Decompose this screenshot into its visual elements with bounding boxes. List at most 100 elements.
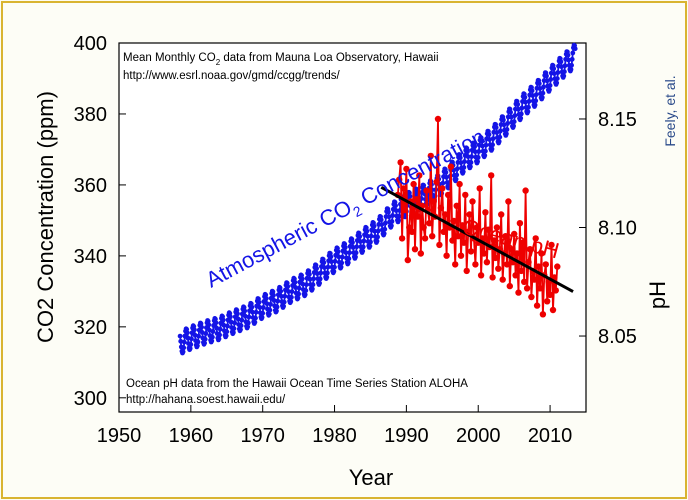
- co2-data-point: [252, 319, 258, 325]
- co2-data-point: [444, 174, 449, 180]
- co2-data-point: [562, 69, 567, 75]
- co2-data-point: [350, 245, 356, 250]
- co2-data-point: [561, 73, 567, 79]
- co2-data-point: [555, 70, 561, 75]
- co2-data-point: [472, 144, 477, 150]
- co2-data-point: [192, 327, 197, 333]
- x-axis-title: Year: [349, 465, 393, 490]
- co2-data-point: [314, 271, 320, 276]
- co2-data-point: [357, 239, 363, 244]
- co2-data-point: [329, 259, 334, 265]
- co2-data-point: [339, 254, 345, 260]
- co2-data-point: [259, 315, 265, 320]
- ph-data-point: [404, 256, 411, 264]
- x-tick-label: 1960: [169, 425, 214, 447]
- co2-data-point: [465, 149, 470, 155]
- ph-data-point: [521, 278, 528, 285]
- co2-data-point: [278, 288, 284, 294]
- co2-data-point: [213, 316, 218, 322]
- co2-data-point: [512, 113, 518, 118]
- co2-data-point: [292, 279, 298, 285]
- co2-data-point: [210, 329, 216, 334]
- ph-data-point: [513, 250, 521, 257]
- x-tick-label: 1990: [384, 425, 429, 447]
- co2-data-point: [353, 254, 358, 260]
- co2-data-point: [181, 345, 187, 351]
- co2-data-point: [533, 98, 539, 104]
- co2-data-point: [188, 342, 194, 347]
- co2-data-point: [213, 320, 219, 326]
- co2-data-point: [310, 282, 316, 288]
- co2-data-point: [562, 63, 568, 69]
- co2-data-point: [245, 324, 251, 330]
- series-layer: [177, 42, 578, 356]
- co2-data-point: [184, 330, 190, 336]
- ph-data-point: [457, 252, 465, 259]
- ph-data-point: [488, 172, 495, 179]
- co2-data-point: [239, 317, 245, 323]
- co2-data-point: [307, 271, 312, 277]
- co2-data-point: [223, 333, 229, 339]
- co2-data-point: [458, 160, 464, 166]
- co2-data-point: [568, 67, 574, 72]
- co2-data-point: [465, 154, 471, 160]
- co2-data-point: [296, 285, 302, 291]
- co2-data-point: [498, 128, 503, 134]
- co2-data-point: [454, 166, 460, 172]
- co2-data-point: [235, 316, 241, 322]
- co2-data-point: [489, 146, 495, 152]
- co2-data-point: [383, 220, 388, 226]
- co2-data-point: [461, 165, 467, 170]
- co2-data-point: [238, 323, 244, 329]
- co2-data-point: [537, 86, 543, 91]
- co2-data-point: [569, 62, 574, 68]
- ph-data-point: [400, 185, 407, 192]
- co2-data-point: [199, 330, 205, 335]
- co2-data-point: [242, 313, 248, 319]
- co2-data-point: [454, 172, 460, 178]
- ph-data-point: [459, 222, 466, 229]
- ph-data-point: [453, 202, 460, 209]
- co2-data-point: [199, 324, 205, 330]
- co2-data-point: [310, 286, 315, 292]
- co2-data-point: [372, 228, 378, 234]
- co2-data-point: [570, 50, 576, 56]
- ph-data-point: [549, 306, 557, 314]
- x-tick-label: 2010: [528, 425, 573, 447]
- co2-data-point: [468, 160, 474, 165]
- co2-data-point: [393, 203, 398, 209]
- ph-data-point: [502, 233, 509, 240]
- co2-data-point: [547, 87, 552, 93]
- co2-data-point: [232, 320, 238, 326]
- co2-data-point: [245, 320, 251, 326]
- co2-data-point: [490, 136, 496, 142]
- ph-data-point: [452, 261, 459, 268]
- co2-data-point: [343, 250, 349, 256]
- co2-data-point: [196, 333, 202, 339]
- co2-data-point: [274, 304, 280, 310]
- co2-data-point: [572, 46, 578, 52]
- co2-data-point: [268, 301, 273, 307]
- co2-data-point: [389, 223, 394, 229]
- ph-data-point: [490, 237, 498, 244]
- ph-data-point: [437, 204, 445, 212]
- co2-data-point: [540, 90, 546, 96]
- ph-data-point: [454, 233, 462, 240]
- y-right-tick-label: 8.15: [598, 109, 637, 131]
- ph-data-point: [397, 159, 404, 166]
- ph-data-point: [444, 191, 452, 199]
- co2-data-point: [486, 132, 492, 138]
- co2-data-point: [532, 102, 538, 108]
- co2-data-point: [453, 176, 459, 182]
- co2-data-point: [311, 276, 316, 282]
- co2-data-point: [493, 125, 499, 130]
- ph-data-point: [436, 241, 443, 249]
- ph-data-point: [535, 263, 542, 270]
- ph-data-point: [476, 185, 483, 192]
- ph-data-point: [398, 235, 406, 242]
- ph-data-point: [523, 285, 531, 292]
- y-left-tick-label: 400: [74, 33, 107, 55]
- co2-data-point: [475, 159, 480, 165]
- co2-data-point: [220, 317, 226, 323]
